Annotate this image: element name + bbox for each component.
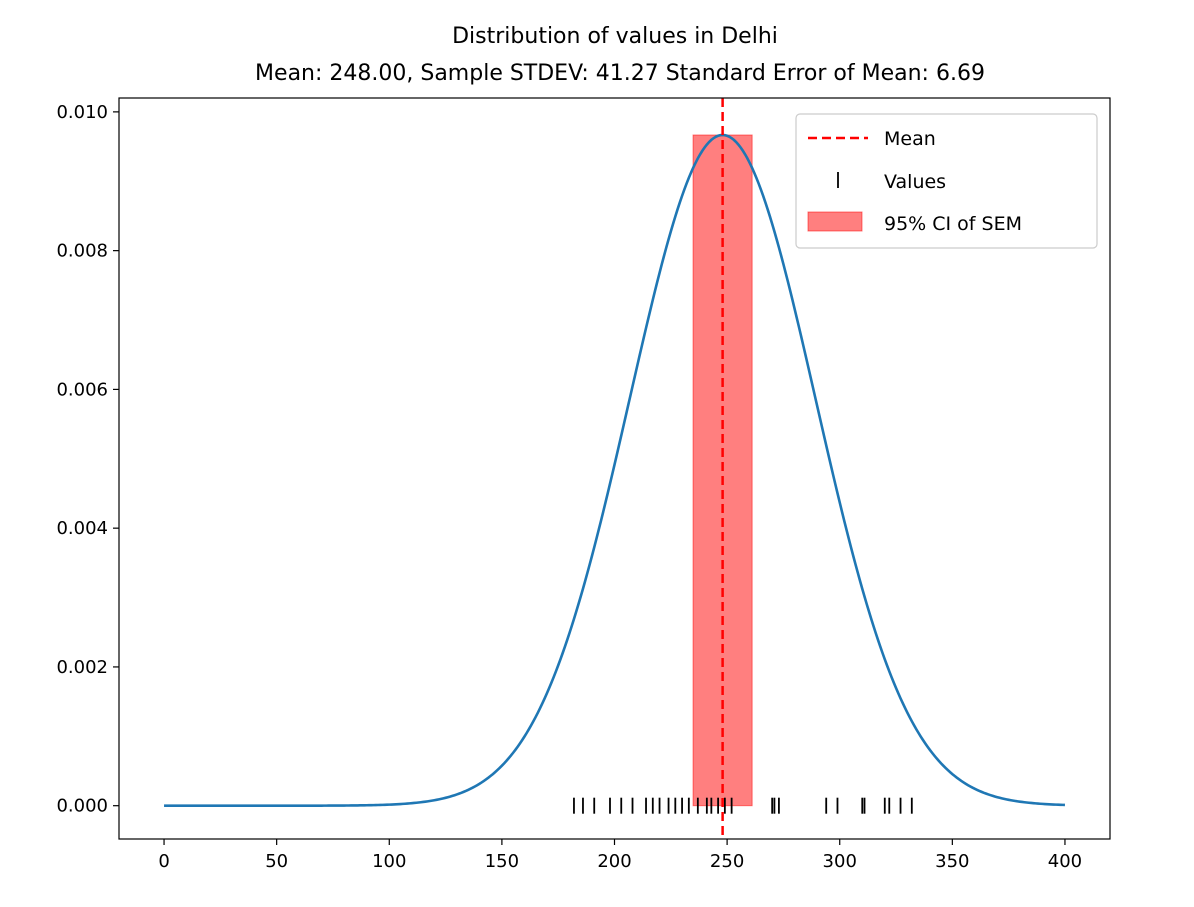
plot-frame [118,97,1111,840]
legend-ci-label: 95% CI of SEM [884,213,1022,235]
x-tick-label: 50 [265,851,288,872]
x-tick-label: 250 [710,851,744,872]
x-tick-label: 200 [597,851,631,872]
legend: Mean Values 95% CI of SEM [795,113,1098,249]
x-tick-label: 100 [372,851,406,872]
x-axis: 0 50 100 150 200 250 300 350 400 [158,839,1082,872]
legend-mean-label: Mean [884,128,936,150]
legend-values-label: Values [884,171,946,193]
x-tick-label: 400 [1048,851,1082,872]
pdf-curve [164,133,1065,807]
y-tick-label: 0.008 [56,241,108,262]
x-tick-label: 350 [935,851,969,872]
plot-area [164,98,1065,839]
chart-subtitle: Mean: 248.00, Sample STDEV: 41.27 Standa… [255,61,985,86]
legend-box [795,113,1098,249]
y-axis: 0.000 0.002 0.004 0.006 0.008 0.010 [56,102,119,817]
y-tick-label: 0.006 [56,379,108,400]
legend-ci-swatch [807,211,863,232]
x-tick-label: 0 [158,851,169,872]
x-tick-label: 300 [823,851,857,872]
y-tick-label: 0.004 [56,518,108,539]
y-tick-label: 0.000 [56,796,108,817]
y-tick-label: 0.002 [56,657,108,678]
x-tick-label: 150 [485,851,519,872]
chart-title: Distribution of values in Delhi [452,24,778,49]
y-tick-label: 0.010 [56,102,108,123]
